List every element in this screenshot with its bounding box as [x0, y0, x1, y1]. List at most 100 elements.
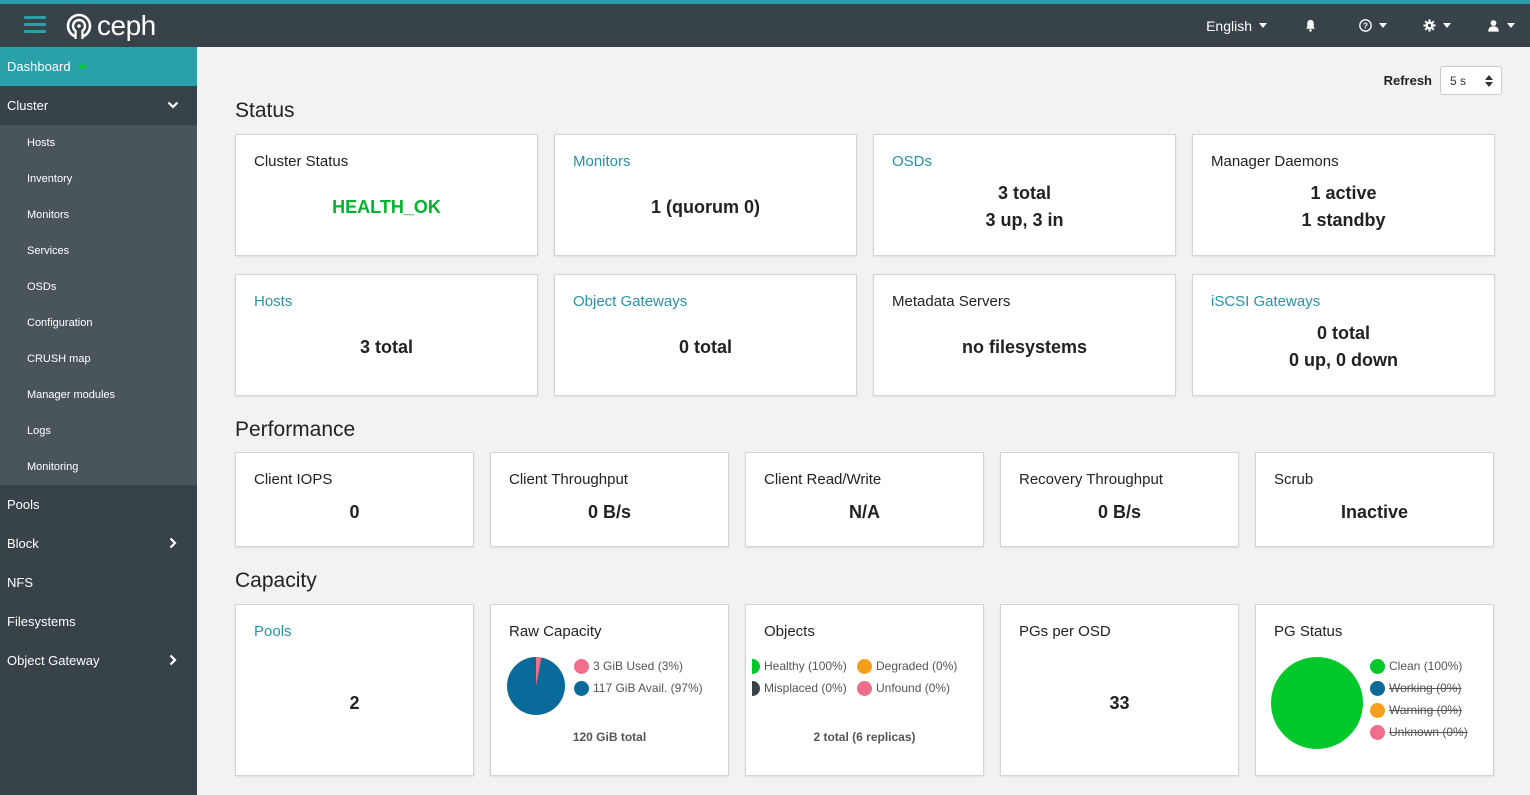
card-title: Client Throughput — [509, 471, 628, 488]
card-value: 3 total — [359, 337, 413, 357]
iscsi-gateways-card: iSCSI Gateways 0 total 0 up, 0 down — [1192, 274, 1495, 396]
card-title: Client Read/Write — [764, 471, 882, 488]
legend-dot — [752, 680, 760, 696]
legend-dot — [1370, 680, 1385, 696]
legend-label: Clean (100%) — [1389, 659, 1463, 673]
card-title: Cluster Status — [254, 153, 349, 170]
sidebar-item-label: Dashboard — [7, 59, 71, 74]
main-content: Refresh 5 s Status Cluster Status HEALTH… — [197, 47, 1530, 795]
chevron-down-icon — [167, 101, 179, 109]
card-value-line1: 0 total — [1316, 323, 1370, 343]
refresh-interval-value: 5 s — [1450, 74, 1467, 88]
sidebar-item-osds[interactable]: OSDs — [27, 281, 57, 293]
card-value: 1 (quorum 0) — [650, 197, 760, 217]
health-status-value[interactable]: HEALTH_OK — [332, 197, 441, 217]
sidebar-item-label: Filesystems — [7, 614, 76, 629]
language-dropdown[interactable]: English — [1193, 4, 1280, 47]
sidebar-item-block[interactable]: Block — [0, 524, 197, 563]
legend-item-healthy[interactable]: Healthy (100%) — [752, 655, 847, 677]
sidebar-item-configuration[interactable]: Configuration — [27, 317, 93, 329]
legend-item-misplaced[interactable]: Misplaced (0%) — [752, 677, 847, 699]
sidebar-item-logs[interactable]: Logs — [27, 425, 51, 437]
pg-status-pie-chart — [1271, 657, 1363, 749]
legend-label: 3 GiB Used (3%) — [593, 659, 684, 673]
status-section-title: Status — [235, 99, 295, 122]
osds-card: OSDs 3 total 3 up, 3 in — [873, 134, 1176, 256]
sidebar-item-filesystems[interactable]: Filesystems — [0, 602, 197, 641]
card-value: no filesystems — [961, 337, 1088, 357]
sidebar-item-manager-modules[interactable]: Manager modules — [27, 389, 116, 401]
raw-capacity-total: 120 GiB total — [572, 730, 647, 744]
ceph-logo[interactable]: ceph — [65, 10, 156, 42]
user-dropdown[interactable] — [1469, 4, 1530, 47]
sidebar-item-inventory[interactable]: Inventory — [27, 173, 73, 185]
monitors-link[interactable]: Monitors — [573, 153, 631, 170]
card-value: 0 total — [678, 337, 732, 357]
pie-slice-used — [536, 657, 542, 686]
card-value: 0 — [349, 502, 360, 522]
metadata-servers-card: Metadata Servers no filesystems — [873, 274, 1176, 396]
card-value-line1: 3 total — [997, 183, 1051, 203]
sidebar-item-crush-map[interactable]: CRUSH map — [27, 353, 91, 365]
chevron-right-icon — [169, 537, 177, 549]
legend-item-degraded[interactable]: Degraded (0%) — [857, 655, 957, 677]
card-value: 33 — [1109, 693, 1130, 713]
sidebar-item-pools[interactable]: Pools — [0, 485, 197, 524]
legend-label: Degraded (0%) — [876, 659, 958, 673]
legend-dot — [574, 680, 589, 696]
notifications-button[interactable] — [1280, 4, 1341, 47]
raw-capacity-legend: 3 GiB Used (3%) 117 GiB Avail. (97%) — [574, 655, 703, 699]
sidebar-item-monitoring[interactable]: Monitoring — [27, 461, 79, 473]
legend-dot — [1370, 658, 1385, 674]
sidebar-item-object-gateway[interactable]: Object Gateway — [0, 641, 197, 680]
legend-item-warning[interactable]: Warning (0%) — [1370, 699, 1468, 721]
monitors-card: Monitors 1 (quorum 0) — [554, 134, 857, 256]
sidebar-item-monitors[interactable]: Monitors — [27, 209, 70, 221]
hosts-link[interactable]: Hosts — [254, 293, 293, 310]
caret-down-icon — [1379, 23, 1387, 28]
refresh-control: Refresh 5 s — [1384, 66, 1502, 95]
legend-dot — [1370, 702, 1385, 718]
osds-link[interactable]: OSDs — [892, 153, 933, 170]
settings-dropdown[interactable] — [1405, 4, 1469, 47]
legend-item-unknown[interactable]: Unknown (0%) — [1370, 721, 1468, 743]
caret-down-icon — [1259, 23, 1267, 28]
legend-item-unfound[interactable]: Unfound (0%) — [857, 677, 957, 699]
help-dropdown[interactable]: ? — [1341, 4, 1405, 47]
sidebar-item-nfs[interactable]: NFS — [0, 563, 197, 602]
sidebar-item-cluster[interactable]: Cluster — [0, 86, 197, 125]
menu-toggle-icon[interactable] — [24, 16, 46, 34]
sidebar-item-services[interactable]: Services — [27, 245, 70, 257]
refresh-interval-select[interactable]: 5 s — [1440, 66, 1502, 95]
legend-item-working[interactable]: Working (0%) — [1370, 677, 1468, 699]
legend-dot — [857, 658, 872, 674]
legend-item-used[interactable]: 3 GiB Used (3%) — [574, 655, 703, 677]
recovery-throughput-card: Recovery Throughput 0 B/s — [1000, 452, 1239, 547]
card-title: Recovery Throughput — [1019, 471, 1163, 488]
objects-card: Objects Healthy (100%) Misplaced (0%) De… — [745, 604, 984, 776]
client-read-write-card: Client Read/Write N/A — [745, 452, 984, 547]
cluster-status-card: Cluster Status HEALTH_OK — [235, 134, 538, 256]
top-navbar: ceph English ? — [0, 0, 1530, 47]
legend-item-clean[interactable]: Clean (100%) — [1370, 655, 1468, 677]
objects-legend-right: Degraded (0%) Unfound (0%) — [857, 655, 957, 699]
pg-status-legend: Clean (100%) Working (0%) Warning (0%) U… — [1370, 655, 1468, 743]
question-circle-icon: ? — [1359, 19, 1372, 32]
legend-label: Healthy (100%) — [764, 659, 847, 673]
card-value: 0 B/s — [587, 502, 632, 522]
legend-label: 117 GiB Avail. (97%) — [593, 681, 703, 695]
legend-label: Unfound (0%) — [876, 681, 951, 695]
sidebar-item-hosts[interactable]: Hosts — [27, 137, 56, 149]
sidebar-item-dashboard[interactable]: Dashboard ♥ — [0, 47, 197, 86]
card-title: Manager Daemons — [1211, 153, 1339, 170]
object-gateways-link[interactable]: Object Gateways — [573, 293, 688, 310]
card-value-line2: 1 standby — [1301, 210, 1386, 230]
pg-status-card: PG Status Clean (100%) Working (0%) Warn… — [1255, 604, 1494, 776]
card-value: 2 — [349, 693, 360, 713]
pools-link[interactable]: Pools — [254, 623, 292, 640]
legend-dot — [574, 658, 589, 674]
card-value-line2: 3 up, 3 in — [985, 210, 1064, 230]
legend-item-avail[interactable]: 117 GiB Avail. (97%) — [574, 677, 703, 699]
iscsi-gateways-link[interactable]: iSCSI Gateways — [1211, 293, 1321, 310]
ceph-logo-icon — [66, 13, 92, 40]
